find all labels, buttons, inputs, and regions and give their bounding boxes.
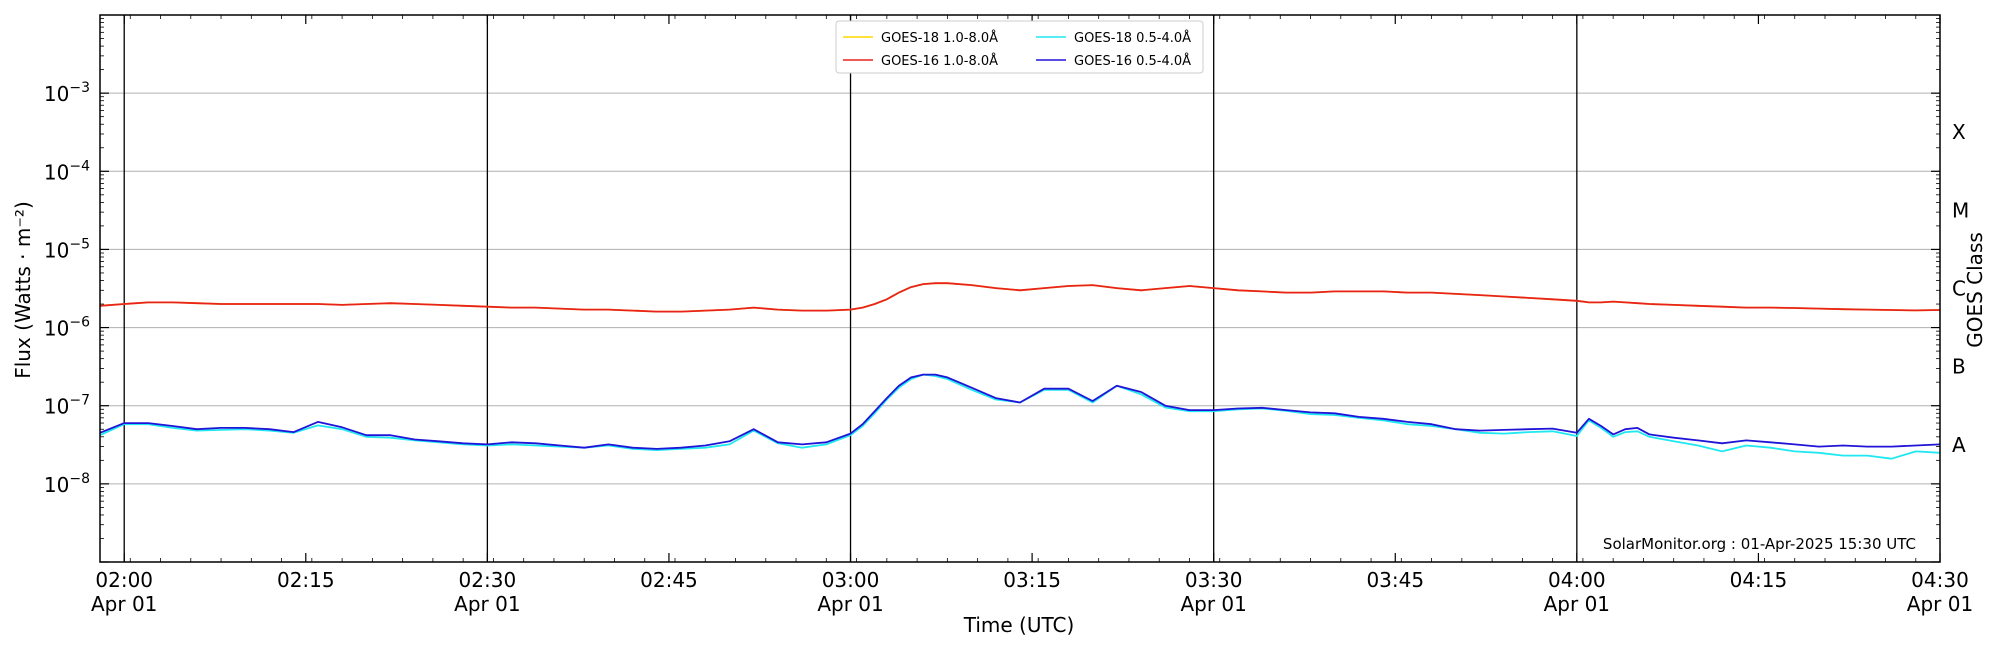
y-tick-label-0: 10−8 [44,471,90,497]
x-tick-date-4: Apr 01 [817,592,883,616]
x-tick-label-10: 04:30 [1911,568,1969,592]
legend-label-1: GOES-16 1.0-8.0Å [881,53,998,69]
x-tick-label-7: 03:45 [1366,568,1424,592]
y-tick-label-2: 10−6 [44,315,90,341]
x-tick-label-6: 03:30 [1185,568,1243,592]
x-tick-date-10: Apr 01 [1907,592,1973,616]
x-tick-label-1: 02:15 [277,568,335,592]
y-tick-label-1: 10−7 [44,393,90,419]
legend-label-0: GOES-18 1.0-8.0Å [881,30,998,46]
goes-class-labels: A B C M X [1952,120,1969,457]
legend-label-2: GOES-18 0.5-4.0Å [1074,30,1191,46]
x-tick-label-4: 03:00 [822,568,880,592]
grid-lines [100,92,1940,485]
credit-text: SolarMonitor.org : 01-Apr-2025 15:30 UTC [1603,535,1916,553]
legend-box [835,20,1204,74]
series-line-2 [99,373,1941,460]
x-tick-label-0: 02:00 [95,568,153,592]
goes-class-label-m: M [1952,198,1969,222]
goes-class-label-a: A [1952,433,1966,457]
x-tick-label-3: 02:45 [640,568,698,592]
series-line-3 [99,373,1941,450]
x-tick-label-2: 02:30 [459,568,517,592]
goes-class-label-x: X [1952,120,1966,144]
y-tick-label-3: 10−5 [44,236,90,262]
y-axis-ticks: 10−8 10−7 10−6 10−5 10−4 10−3 [44,18,1940,563]
day-boundary-lines [123,15,1578,562]
series-line-0 [99,282,1941,313]
flux-series [99,282,1941,460]
x-tick-date-8: Apr 01 [1544,592,1610,616]
series-line-1 [99,282,1941,313]
goes-class-label-b: B [1952,355,1966,379]
goes-class-label-c: C [1952,277,1966,301]
x-tick-label-5: 03:15 [1003,568,1061,592]
plot-frame [99,14,1941,563]
y-tick-label-4: 10−4 [44,158,90,184]
x-tick-date-6: Apr 01 [1180,592,1246,616]
y-tick-label-5: 10−3 [44,80,90,106]
x-tick-date-2: Apr 01 [454,592,520,616]
legend-label-3: GOES-16 0.5-4.0Å [1074,53,1191,69]
x-tick-date-0: Apr 01 [91,592,157,616]
y-axis-title: Flux (Watts · m⁻²) [11,201,35,379]
x-tick-label-8: 04:00 [1548,568,1606,592]
x-axis-title: Time (UTC) [963,613,1075,637]
legend: GOES-18 1.0-8.0Å GOES-16 1.0-8.0Å GOES-18 … [835,20,1204,74]
y2-axis-title: GOES Class [1963,232,1987,348]
x-tick-label-9: 04:15 [1730,568,1788,592]
